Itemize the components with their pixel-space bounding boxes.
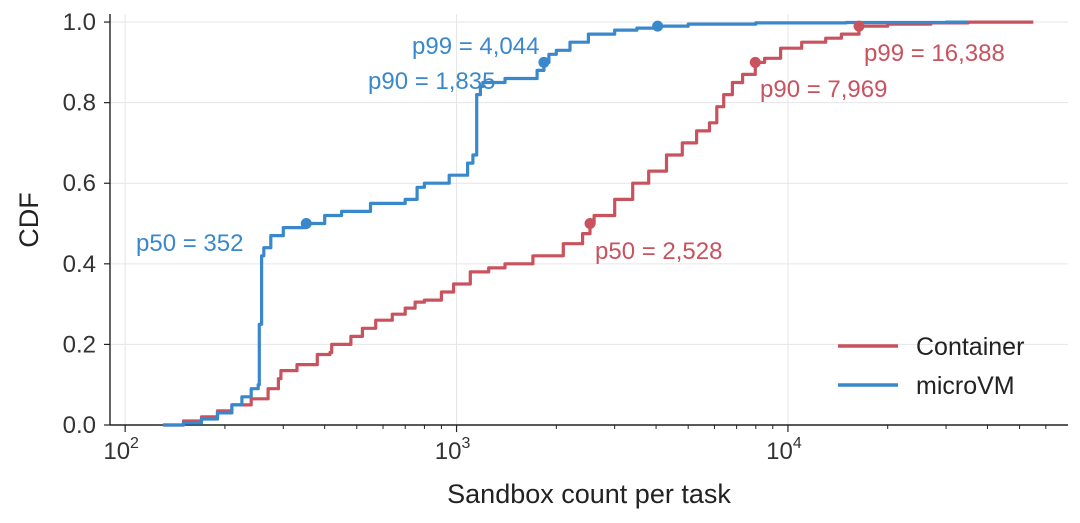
percentile-marker-microvm (300, 218, 312, 230)
axes (109, 14, 1068, 426)
annotation-microvm-p50: p50 = 352 (136, 230, 243, 257)
percentile-markers (300, 20, 865, 230)
series-line-container (162, 20, 1034, 427)
y-tick-label: 0.4 (63, 251, 96, 278)
y-tick-label: 0.8 (63, 90, 96, 117)
annotations: p50 = 352 p90 = 1,835 p99 = 4,044 p50 = … (136, 33, 1005, 265)
x-tick-label: 102 (103, 435, 139, 465)
percentile-marker-container (749, 56, 761, 68)
series-line-microvm (162, 20, 969, 427)
legend-label-container: Container (916, 333, 1024, 361)
legend-label-microvm: microVM (916, 372, 1015, 400)
annotation-container-p99: p99 = 16,388 (864, 40, 1005, 67)
annotation-microvm-p99: p99 = 4,044 (412, 33, 539, 60)
percentile-marker-container (584, 218, 596, 230)
y-axis-title: CDF (14, 192, 44, 248)
annotation-microvm-p90: p90 = 1,835 (368, 68, 495, 95)
legend: Container microVM (838, 333, 1024, 400)
x-tick-label: 103 (435, 435, 471, 465)
ticks: 0.0 0.2 0.4 0.6 0.8 1.0 102 103 104 (63, 9, 1047, 465)
y-tick-label: 0.0 (63, 412, 96, 439)
y-tick-label: 1.0 (63, 9, 96, 36)
y-tick-label: 0.2 (63, 331, 96, 358)
y-tick-label: 0.6 (63, 170, 96, 197)
percentile-marker-container (853, 20, 865, 32)
annotation-container-p90: p90 = 7,969 (760, 76, 887, 103)
annotation-container-p50: p50 = 2,528 (595, 238, 722, 265)
x-axis-title: Sandbox count per task (447, 479, 731, 509)
percentile-marker-microvm (538, 56, 550, 68)
x-tick-label: 104 (766, 435, 802, 465)
percentile-marker-microvm (652, 20, 664, 32)
series-lines (162, 20, 1034, 427)
